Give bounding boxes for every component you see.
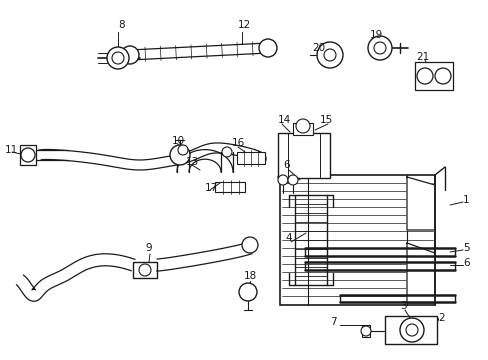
Polygon shape [406,243,434,303]
Text: 9: 9 [145,243,151,253]
Circle shape [405,324,417,336]
Text: 6: 6 [462,258,468,268]
Circle shape [259,39,276,57]
Text: 6: 6 [283,160,289,170]
Text: 5: 5 [462,243,468,253]
Polygon shape [406,177,434,230]
Circle shape [222,147,231,157]
Circle shape [434,68,450,84]
Text: 13: 13 [185,157,199,167]
Text: 12: 12 [238,20,251,30]
Circle shape [21,148,35,162]
Text: 2: 2 [437,313,444,323]
Bar [280,175,434,305]
Bar [20,145,36,165]
Bar [292,123,312,135]
Circle shape [112,52,124,64]
Text: 7: 7 [329,317,336,327]
Text: 1: 1 [462,195,468,205]
Circle shape [399,318,423,342]
Bar [278,133,329,178]
Circle shape [239,283,257,301]
Circle shape [139,264,151,276]
Text: 19: 19 [369,30,383,40]
Text: 4: 4 [285,233,291,243]
Circle shape [107,47,129,69]
Circle shape [416,68,432,84]
Text: 15: 15 [319,115,332,125]
Circle shape [295,119,309,133]
Circle shape [121,46,139,64]
Bar [414,62,452,90]
Text: 11: 11 [5,145,18,155]
Bar [133,262,157,278]
Circle shape [242,237,258,253]
Text: 3: 3 [399,301,406,311]
Text: 21: 21 [415,52,428,62]
Text: 16: 16 [231,138,245,148]
Circle shape [316,42,342,68]
Circle shape [278,175,287,185]
Circle shape [287,175,297,185]
Circle shape [324,49,335,61]
Text: 8: 8 [118,20,124,30]
Text: 17: 17 [204,183,218,193]
Text: 14: 14 [278,115,291,125]
Bar [384,316,436,344]
Bar [361,325,369,337]
Circle shape [360,326,370,336]
Circle shape [170,145,190,165]
Text: 10: 10 [172,136,185,146]
Circle shape [178,145,187,155]
Circle shape [367,36,391,60]
Text: 20: 20 [311,43,325,53]
Bar [237,152,264,164]
Text: 18: 18 [244,271,257,281]
Bar [215,182,244,192]
